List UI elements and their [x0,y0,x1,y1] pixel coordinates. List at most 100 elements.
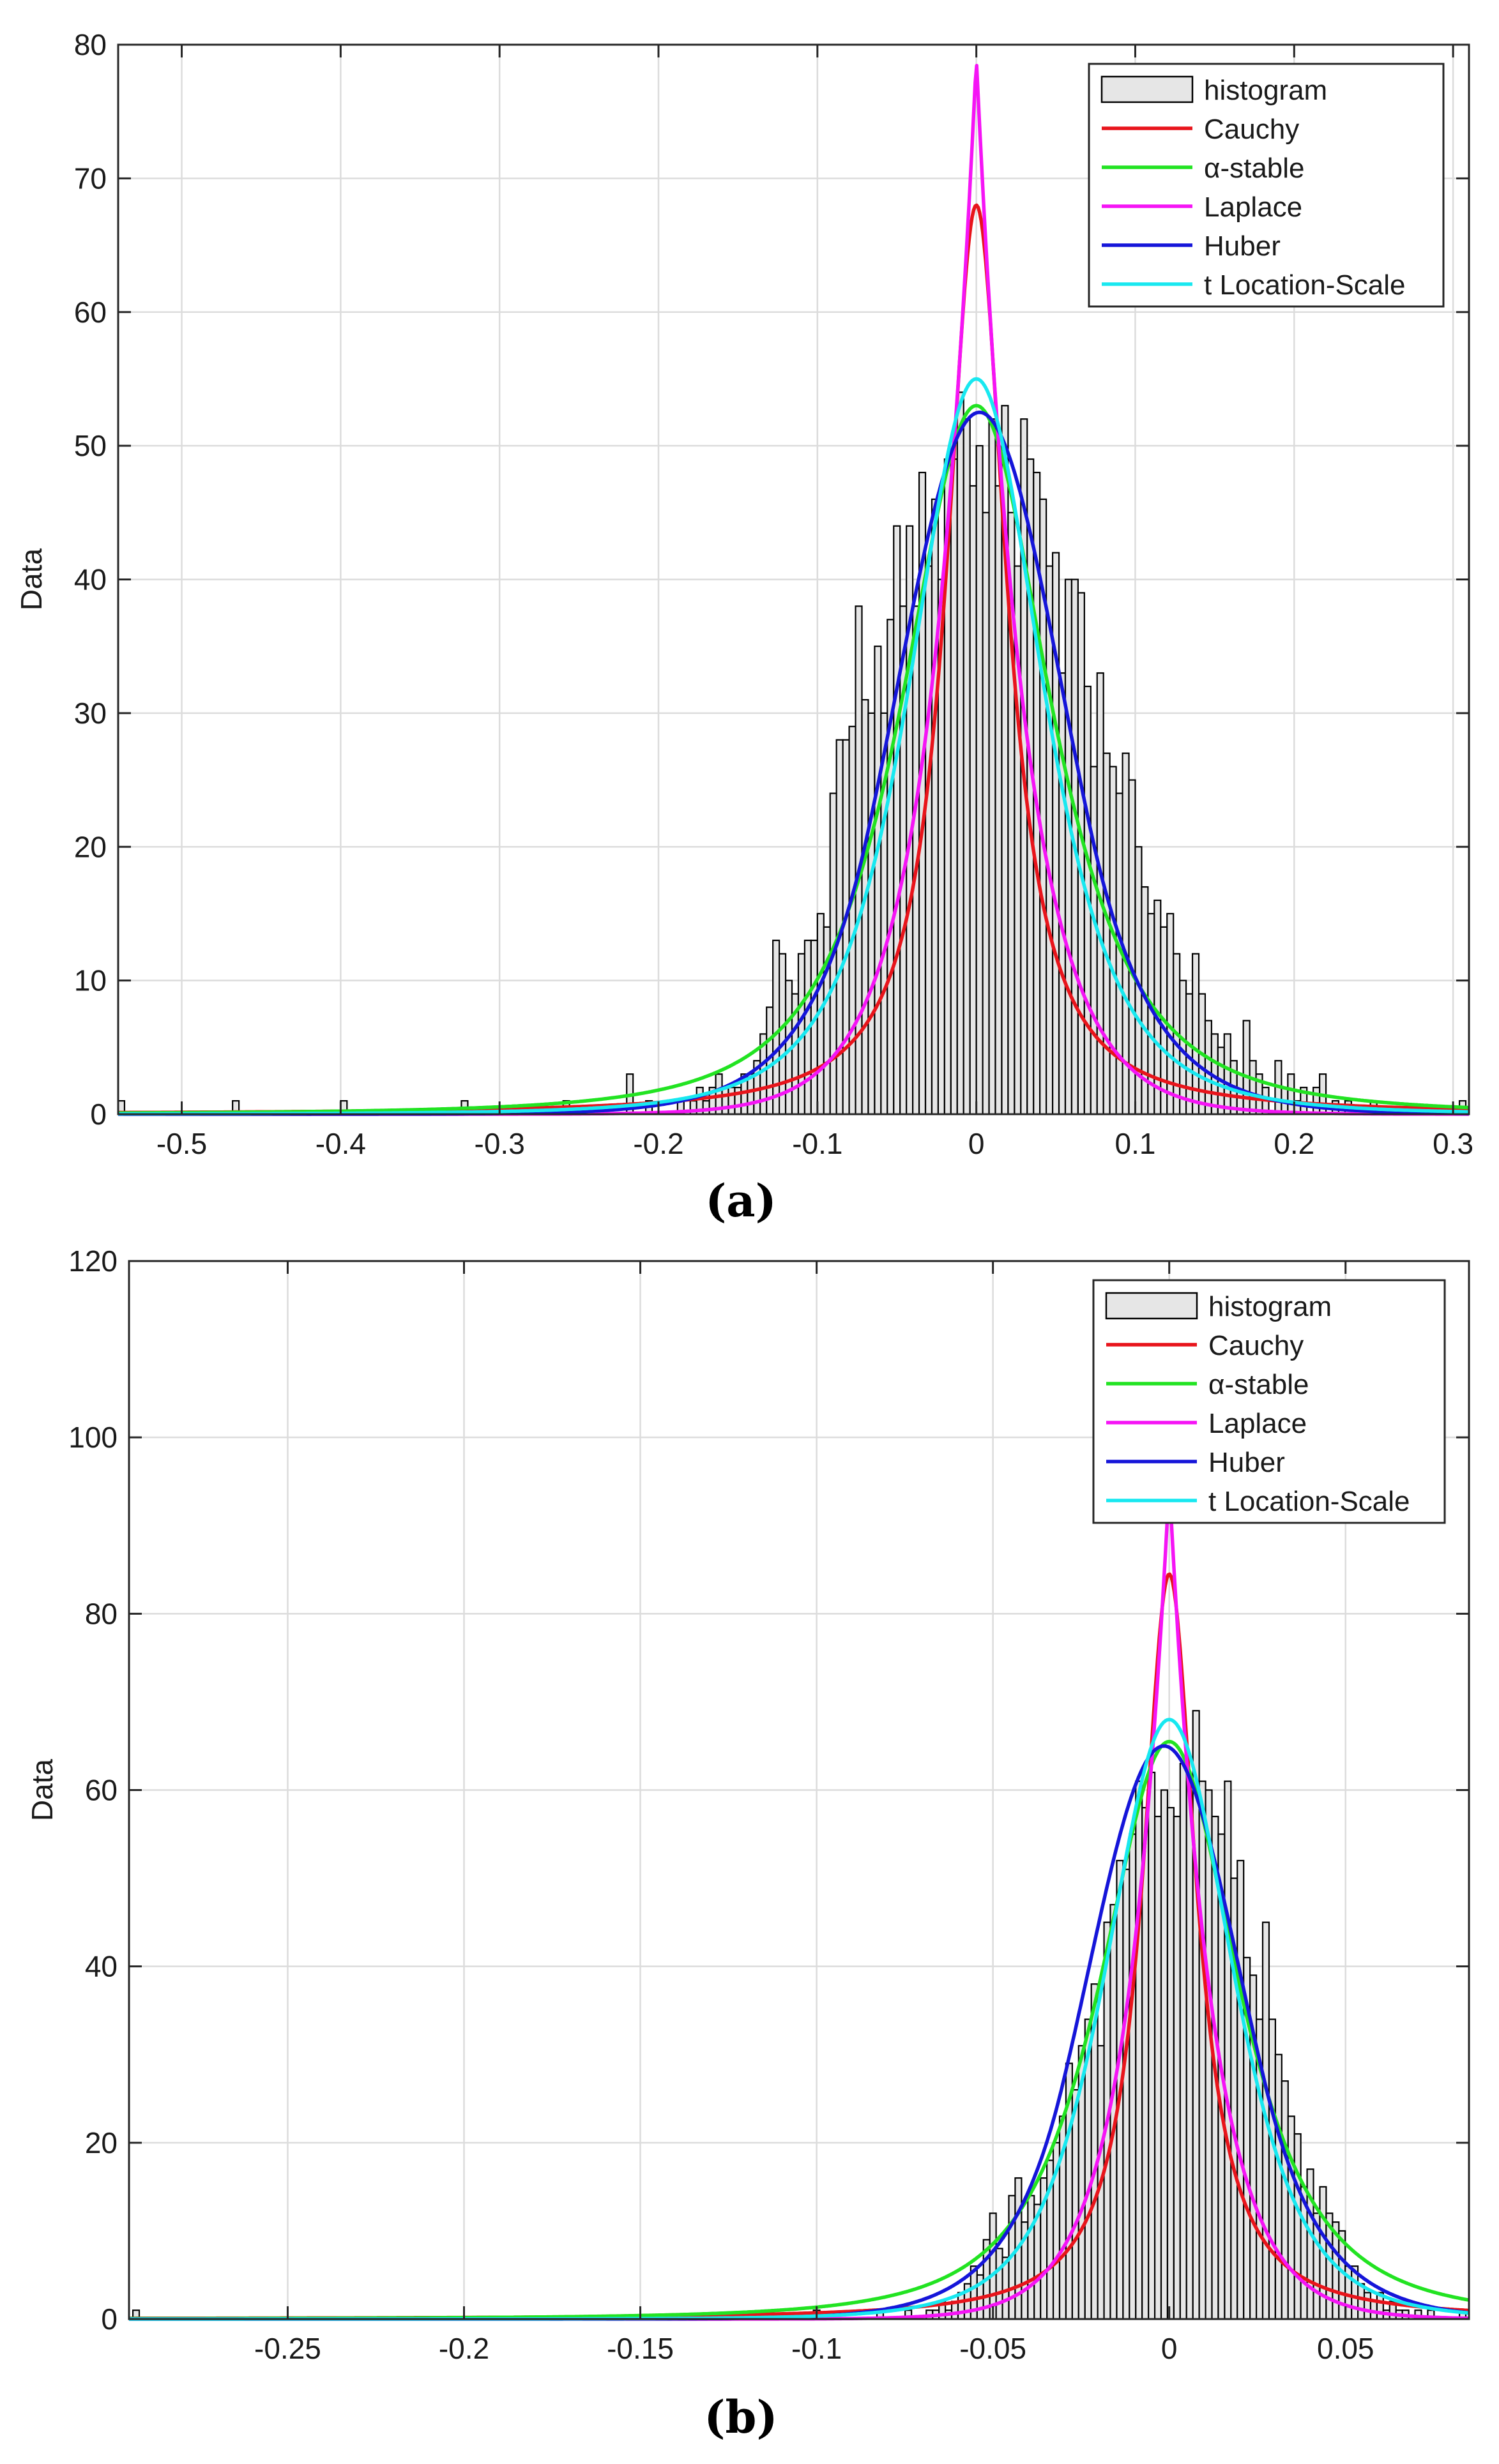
histogram-bar [931,498,940,1115]
chart-panel-a: -0.5 -0.4 -0.3 -0.2 -0.1 0 0.1 0.2 0.3 0 10 20 30 40 5… [15,28,1473,1227]
histogram-bar [1274,2053,1282,2320]
histogram-bar [1293,2133,1302,2320]
legend-label: α-stable [1208,1369,1309,1400]
histogram-bar [1173,1815,1181,2320]
legend: histogram Cauchy α-stable Laplace Huber t Loc… [1088,63,1445,308]
x-tick-label: 0.3 [1433,1127,1473,1160]
y-tick-label: 0 [101,2302,118,2336]
histogram-bar [1179,1762,1187,2320]
x-tick-label: -0.25 [254,2332,321,2365]
histogram-bar [956,391,964,1115]
x-tick-label: -0.3 [475,1127,525,1160]
x-tick-label: 0 [1161,2332,1178,2365]
histogram-bar [1166,1807,1175,2320]
histogram-bar [950,458,958,1115]
legend-box [1088,63,1445,308]
x-tick-label: 0 [968,1127,985,1160]
histogram-bar [886,619,895,1115]
histogram-bar [727,1087,736,1115]
y-tick-label: 60 [74,296,107,329]
histogram-bar [848,725,856,1115]
x-tick-label: -0.15 [607,2332,674,2365]
histogram-bar [772,939,780,1115]
legend-label: Huber [1204,231,1281,262]
histogram-bar [924,565,933,1115]
histogram-bar [1357,2283,1366,2320]
histogram-bar [1090,766,1098,1115]
histogram-bar [721,1087,729,1115]
legend-swatch-histogram [1105,1292,1198,1320]
y-tick-label: 0 [90,1098,107,1131]
histogram-bar [1268,2018,1276,2320]
panel-caption: (a) [705,1174,777,1227]
y-tick-label: 120 [68,1244,118,1278]
histogram-bar [1249,1060,1257,1115]
curve-stable [118,404,1470,1115]
y-tick-label: 50 [74,429,107,462]
chart-panel-b: -0.25 -0.2 -0.15 -0.1 -0.05 0 0.05 0 20 40 60 80 100… [26,1244,1470,2444]
legend-label: histogram [1204,75,1327,106]
histogram-bar [810,939,818,1115]
legend-label: Cauchy [1204,114,1299,145]
histogram-bar [988,418,996,1115]
legend-label: Cauchy [1208,1330,1304,1361]
histogram-bar [1198,1780,1206,2320]
legend-box [1092,1279,1446,1524]
histogram-bar [1077,592,1085,1115]
x-tick-label: -0.1 [791,2332,842,2365]
x-tick-label: 0.2 [1274,1127,1314,1160]
histogram-bar [779,953,787,1115]
histogram-bar [867,712,876,1115]
tick-marks [118,43,1469,1115]
histogram-bar [994,485,1003,1115]
panel-caption: (b) [704,2391,777,2444]
histogram-bar [1027,2195,1035,2320]
histogram-bar [1236,1859,1245,2320]
histogram-bar [1064,578,1073,1115]
x-tick-label: -0.05 [959,2332,1026,2365]
legend: histogram Cauchy α-stable Laplace Huber t Loc… [1092,1279,1446,1524]
y-tick-label: 20 [74,830,107,863]
histogram-bar [874,646,882,1115]
legend-label: Huber [1208,1447,1285,1478]
histogram-bar [1071,2089,1079,2320]
y-tick-label: 60 [85,1774,118,1807]
x-tick-label: 0.05 [1317,2332,1374,2365]
histogram-bar [1122,1868,1130,2320]
histogram-bar [1046,565,1054,1115]
y-tick-label: 80 [85,1597,118,1630]
histogram-bar [982,511,990,1115]
legend-label: Laplace [1204,192,1302,223]
legend-label: t Location-Scale [1204,269,1406,301]
histogram-bar [1287,2115,1295,2320]
histogram-bar [893,525,901,1115]
legend-label: histogram [1208,1291,1332,1322]
histogram-bar [1129,1833,1137,2320]
histogram-bar [1153,1815,1162,2320]
y-tick-label: 40 [85,1950,118,1983]
histogram-bar [975,445,984,1115]
histogram-bar [1281,2080,1289,2320]
histogram-bar [1242,1020,1251,1115]
histogram-bar [1102,752,1111,1115]
x-tick-label: -0.2 [439,2332,489,2365]
y-tick-label: 100 [68,1421,118,1454]
x-tick-label: -0.5 [156,1127,207,1160]
histogram-bar [969,485,977,1115]
x-tick-label: 0.1 [1115,1127,1155,1160]
legend-label: Laplace [1208,1408,1307,1439]
histogram-bar [702,1100,710,1115]
histogram-bar [1224,1780,1232,2320]
x-tick-label: -0.1 [792,1127,842,1160]
legend-label: t Location-Scale [1208,1486,1410,1517]
histogram-bar [963,418,971,1115]
y-axis-label: Data [15,548,48,611]
y-tick-label: 80 [74,28,107,61]
y-tick-label: 10 [74,964,107,997]
histogram-bar [1363,2292,1372,2320]
y-tick-label: 30 [74,697,107,730]
histogram-bar [1205,1789,1213,2320]
y-tick-label: 70 [74,162,107,195]
y-tick-label: 40 [74,563,107,596]
